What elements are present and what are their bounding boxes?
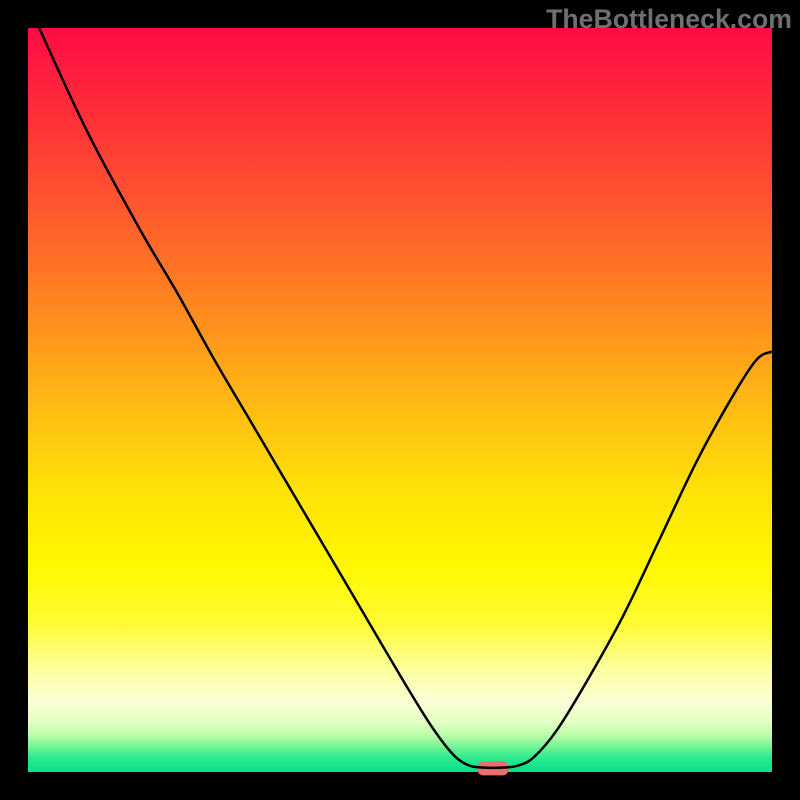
chart-background (28, 28, 772, 772)
chart-svg (0, 0, 800, 800)
chart-container: TheBottleneck.com (0, 0, 800, 800)
